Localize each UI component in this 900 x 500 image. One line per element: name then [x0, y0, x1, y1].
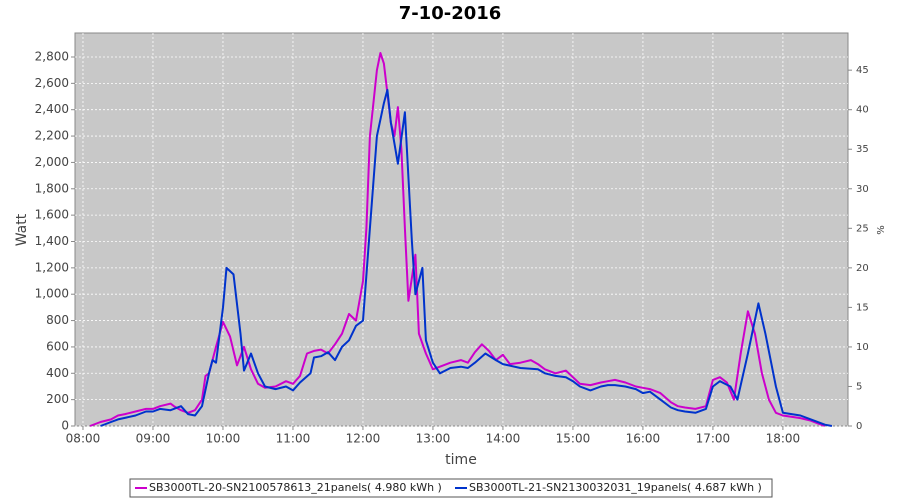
y-axis-label: Watt	[14, 213, 30, 246]
series-line	[100, 88, 833, 427]
y2-tick-label: 40	[856, 105, 869, 116]
y-tick-label: 2,000	[35, 155, 69, 169]
y-tick-label: 2,200	[35, 129, 69, 143]
y2-tick-label: 30	[856, 184, 869, 195]
y-tick-label: 800	[46, 313, 69, 327]
y2-tick-label: 5	[856, 381, 862, 392]
y-tick-label: 600	[46, 339, 69, 353]
legend-label: SB3000TL-21-SN2130032031_19panels( 4.687…	[469, 481, 762, 494]
y2-tick-label: 10	[856, 342, 869, 353]
y-tick-label: 2,800	[35, 49, 69, 63]
chart-title: 7-10-2016	[399, 3, 502, 24]
x-tick-label: 16:00	[626, 432, 661, 446]
x-tick-label: 08:00	[66, 432, 101, 446]
y-tick-label: 400	[46, 366, 69, 380]
y-tick-label: 1,000	[35, 287, 69, 301]
y2-tick-label: 0	[856, 421, 862, 432]
y-tick-label: 1,600	[35, 208, 69, 222]
y2-tick-label: 35	[856, 144, 869, 155]
y2-axis-label: %	[876, 225, 887, 235]
x-tick-label: 13:00	[416, 432, 451, 446]
y-tick-label: 200	[46, 392, 69, 406]
x-tick-label: 18:00	[766, 432, 801, 446]
x-axis-label: time	[445, 452, 477, 468]
y2-tick-label: 25	[856, 223, 869, 234]
y-tick-label: 1,400	[35, 234, 69, 248]
y-tick-label: 1,800	[35, 181, 69, 195]
x-tick-label: 09:00	[136, 432, 171, 446]
y-tick-label: 2,600	[35, 76, 69, 90]
x-tick-label: 11:00	[276, 432, 311, 446]
y2-tick-label: 45	[856, 65, 869, 76]
x-tick-label: 10:00	[206, 432, 241, 446]
y-tick-label: 2,400	[35, 102, 69, 116]
legend	[129, 478, 773, 498]
x-tick-label: 14:00	[486, 432, 521, 446]
y2-tick-label: 15	[856, 302, 869, 313]
legend-label: SB3000TL-20-SN2100578613_21panels( 4.980…	[149, 481, 442, 494]
x-tick-label: 15:00	[556, 432, 591, 446]
y-tick-label: 1,200	[35, 260, 69, 274]
x-tick-label: 17:00	[696, 432, 731, 446]
y-tick-label: 0	[61, 419, 69, 433]
x-tick-label: 12:00	[346, 432, 381, 446]
y2-tick-label: 20	[856, 263, 869, 274]
